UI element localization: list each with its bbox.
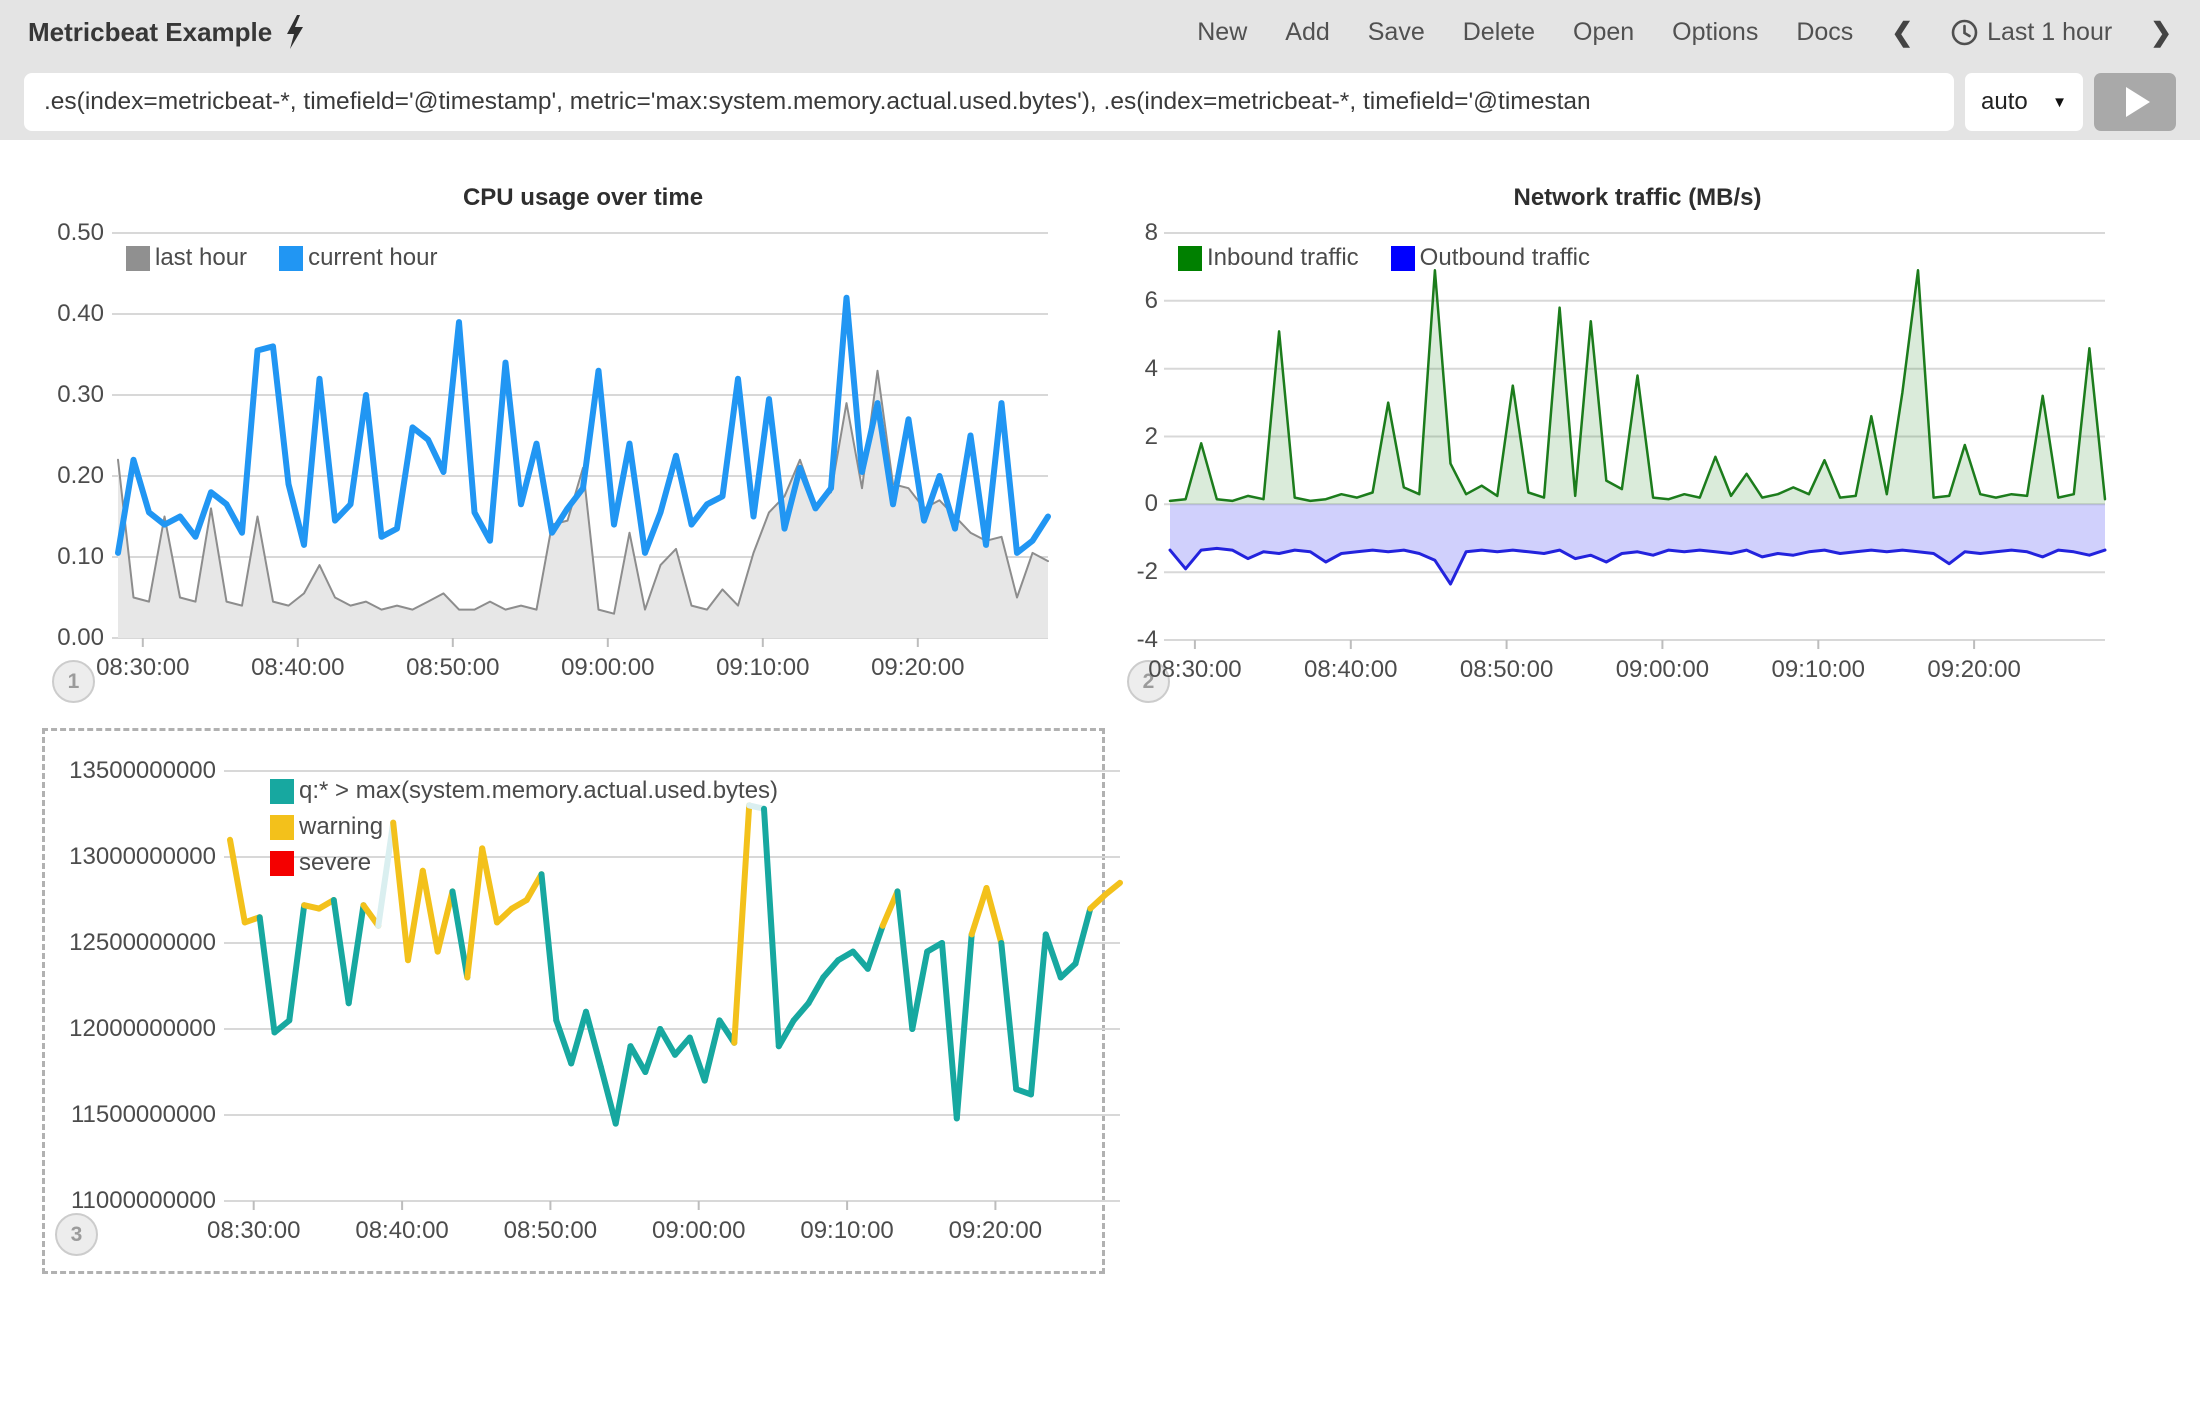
x-tick-label: 08:40:00	[1276, 656, 1426, 684]
y-tick-label: 0.00	[28, 623, 104, 653]
x-tick-label: 08:30:00	[179, 1217, 329, 1245]
chart-legend: q:* > max(system.memory.actual.used.byte…	[270, 777, 778, 877]
x-tick-label: 08:30:00	[1120, 656, 1270, 684]
y-tick-label: 12500000000	[43, 928, 216, 958]
x-tick-label: 08:50:00	[475, 1217, 625, 1245]
chart-badge: 3	[55, 1213, 98, 1256]
kibana-timelion-page: Metricbeat Example New Add Save Delete Open O…	[0, 0, 2200, 1406]
legend-swatch	[1178, 246, 1202, 271]
y-tick-label: 4	[1125, 354, 1158, 384]
legend-label: q:* > max(system.memory.actual.used.byte…	[299, 777, 778, 805]
timepicker-button[interactable]: Last 1 hour	[1951, 18, 2112, 47]
legend-swatch	[126, 246, 150, 271]
y-tick-label: 0	[1125, 489, 1158, 519]
x-tick-label: 09:10:00	[772, 1217, 922, 1245]
sheet-title-text: Metricbeat Example	[28, 17, 272, 48]
nav-item-save[interactable]: Save	[1368, 18, 1425, 47]
chart-legend: Inbound traffic Outbound traffic	[1178, 244, 1590, 272]
legend-swatch	[270, 815, 294, 840]
legend-swatch	[1391, 246, 1415, 271]
nav-items: New Add Save Delete Open Options Docs	[1197, 18, 1853, 47]
toolbar: Metricbeat Example New Add Save Delete Open O…	[0, 0, 2200, 64]
y-tick-label: -4	[1125, 625, 1158, 655]
legend-label: warning	[299, 813, 383, 841]
y-tick-label: 13000000000	[43, 842, 216, 872]
x-tick-label: 08:50:00	[1432, 656, 1582, 684]
chart-title: Network traffic (MB/s)	[1170, 184, 2105, 212]
nav-item-new[interactable]: New	[1197, 18, 1247, 47]
toolbar-nav: New Add Save Delete Open Options Docs ❮ Last 1…	[1197, 17, 2172, 48]
x-tick-label: 08:40:00	[223, 654, 373, 682]
timelion-expression-input[interactable]	[24, 73, 1954, 131]
chevron-left-icon[interactable]: ❮	[1891, 17, 1913, 48]
nav-item-docs[interactable]: Docs	[1796, 18, 1853, 47]
y-tick-label: 0.20	[28, 461, 104, 491]
x-tick-label: 09:20:00	[1899, 656, 2049, 684]
y-tick-label: 8	[1125, 218, 1158, 248]
legend-label: last hour	[155, 244, 247, 272]
sheet-title: Metricbeat Example	[28, 15, 306, 49]
x-tick-label: 09:10:00	[688, 654, 838, 682]
legend-label: severe	[299, 849, 371, 877]
run-query-button[interactable]	[2094, 73, 2176, 131]
interval-select[interactable]: auto ▼	[1965, 73, 2083, 131]
y-tick-label: -2	[1125, 557, 1158, 587]
y-tick-label: 0.10	[28, 542, 104, 572]
legend-label: Inbound traffic	[1207, 244, 1359, 272]
x-tick-label: 09:00:00	[624, 1217, 774, 1245]
legend-item: warning	[270, 813, 778, 841]
interval-value: auto	[1981, 88, 2028, 116]
lightning-bolt-icon	[284, 15, 306, 49]
y-tick-label: 12000000000	[43, 1014, 216, 1044]
x-tick-label: 08:30:00	[68, 654, 218, 682]
legend-item: last hour	[126, 244, 247, 272]
legend-label: current hour	[308, 244, 437, 272]
chart-legend: last hour current hour	[126, 244, 437, 272]
header: Metricbeat Example New Add Save Delete Open O…	[0, 0, 2200, 140]
x-tick-label: 09:10:00	[1743, 656, 1893, 684]
nav-item-delete[interactable]: Delete	[1463, 18, 1535, 47]
y-tick-label: 6	[1125, 286, 1158, 316]
legend-item: severe	[270, 849, 778, 877]
timepicker-label: Last 1 hour	[1987, 18, 2112, 47]
y-tick-label: 0.40	[28, 299, 104, 329]
caret-down-icon: ▼	[2052, 94, 2067, 111]
x-tick-label: 08:50:00	[378, 654, 528, 682]
legend-label: Outbound traffic	[1420, 244, 1590, 272]
legend-swatch	[270, 779, 294, 804]
y-tick-label: 13500000000	[43, 756, 216, 786]
chart-title: CPU usage over time	[118, 184, 1048, 212]
nav-item-options[interactable]: Options	[1672, 18, 1758, 47]
x-tick-label: 09:00:00	[533, 654, 683, 682]
x-tick-label: 09:00:00	[1587, 656, 1737, 684]
y-tick-label: 11000000000	[43, 1186, 216, 1216]
y-tick-label: 11500000000	[43, 1100, 216, 1130]
legend-swatch	[279, 246, 303, 271]
y-tick-label: 0.30	[28, 380, 104, 410]
chart-network-traffic[interactable]: Network traffic (MB/s) 2 86420-2-408:30:…	[1125, 168, 2135, 716]
play-icon	[2126, 87, 2150, 117]
x-tick-label: 09:20:00	[920, 1217, 1070, 1245]
query-bar: auto ▼	[0, 64, 2200, 140]
legend-item: current hour	[279, 244, 437, 272]
plot-area[interactable]	[1170, 233, 2105, 652]
legend-item: q:* > max(system.memory.actual.used.byte…	[270, 777, 778, 805]
y-tick-label: 0.50	[28, 218, 104, 248]
plot-area[interactable]	[118, 233, 1048, 650]
y-tick-label: 2	[1125, 422, 1158, 452]
chart-memory-used[interactable]: 3 13500000000 13000000000 12500000000 12000…	[42, 728, 1105, 1274]
legend-item: Outbound traffic	[1391, 244, 1590, 272]
nav-item-add[interactable]: Add	[1285, 18, 1329, 47]
clock-icon	[1951, 19, 1978, 46]
x-tick-label: 08:40:00	[327, 1217, 477, 1245]
x-tick-label: 09:20:00	[843, 654, 993, 682]
nav-item-open[interactable]: Open	[1573, 18, 1634, 47]
chart-cpu-usage[interactable]: CPU usage over time 1 0.500.400.300.200.…	[30, 168, 1062, 716]
legend-swatch	[270, 851, 294, 876]
chevron-right-icon[interactable]: ❯	[2150, 17, 2172, 48]
legend-item: Inbound traffic	[1178, 244, 1359, 272]
